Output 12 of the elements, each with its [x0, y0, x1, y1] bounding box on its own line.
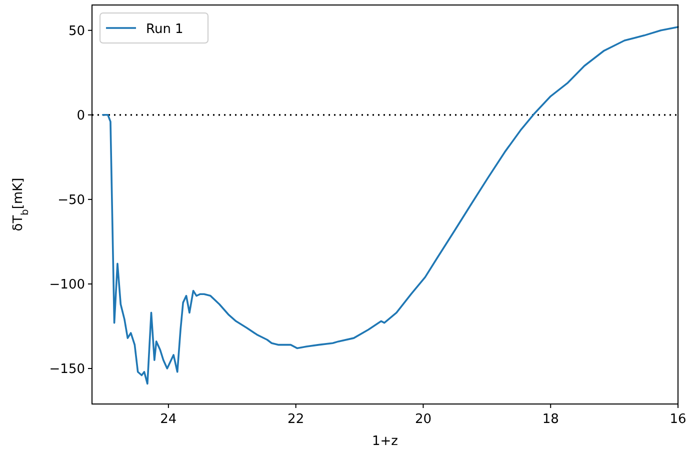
y-tick-label: −100 — [49, 277, 85, 292]
x-axis-title: 1+z — [372, 434, 398, 449]
x-tick-label: 18 — [542, 412, 559, 427]
x-tick-label: 16 — [670, 412, 686, 427]
y-tick-label: −150 — [49, 362, 85, 377]
y-tick-label: −50 — [58, 192, 85, 208]
x-tick-label: 22 — [288, 412, 304, 427]
y-tick-label: 50 — [68, 24, 85, 39]
x-tick-label: 20 — [414, 412, 432, 427]
legend-label: Run 1 — [146, 22, 184, 37]
y-tick-label: 0 — [76, 108, 85, 124]
x-tick-label: 24 — [160, 412, 177, 427]
